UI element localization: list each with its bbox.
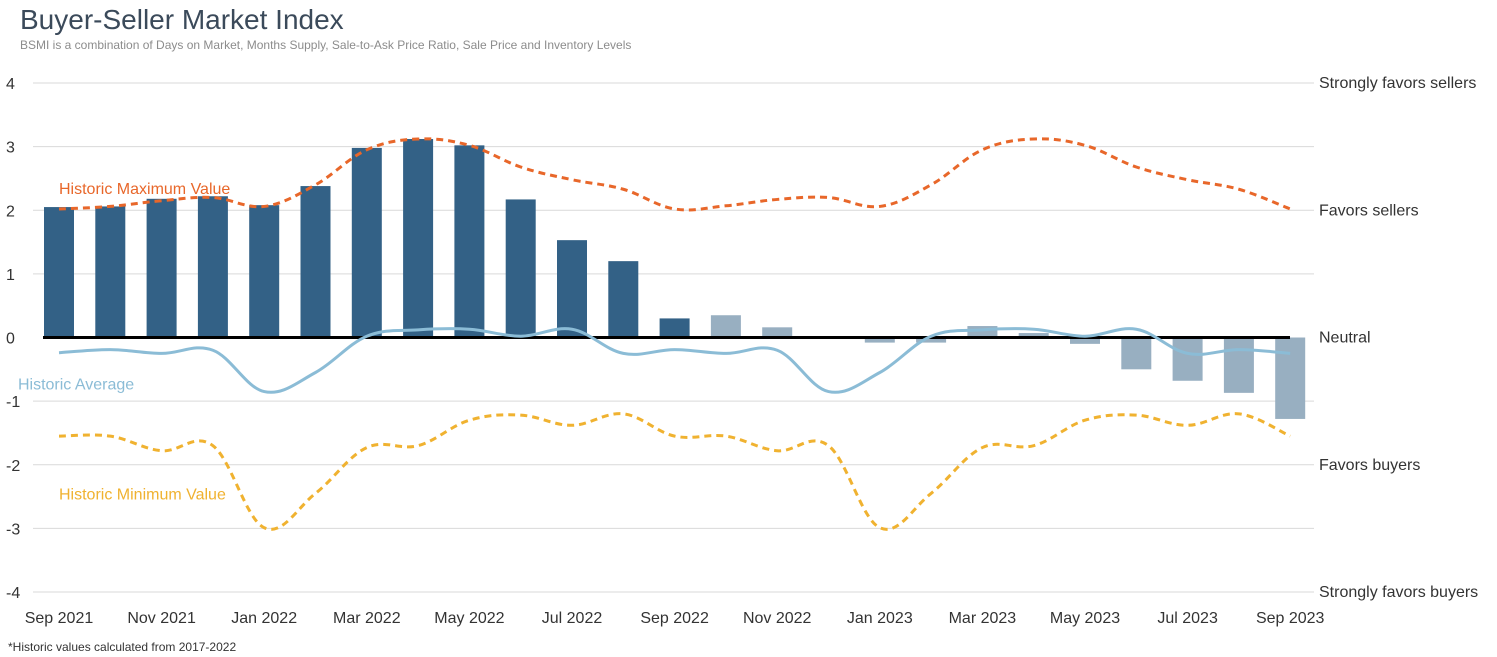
x-tick-label: May 2023: [1050, 610, 1120, 627]
bar: [44, 207, 74, 338]
bar: [916, 337, 947, 343]
bar: [762, 327, 793, 338]
historic-average-line: [58, 327, 1291, 394]
y-tick-label: 1: [6, 267, 15, 284]
zone-label: Favors sellers: [1319, 202, 1419, 219]
bar: [557, 240, 587, 338]
bar: [1172, 337, 1203, 381]
x-tick-label: Jan 2022: [231, 610, 297, 627]
y-tick-label: 4: [6, 76, 15, 93]
y-tick-label: 3: [6, 140, 15, 157]
historic-max-label: Historic Maximum Value: [59, 181, 230, 198]
x-tick-label: Sep 2022: [640, 610, 709, 627]
y-tick-label: 2: [6, 203, 15, 220]
y-tick-label: -3: [6, 521, 20, 538]
y-tick-label: -2: [6, 458, 20, 475]
x-tick-label: Sep 2021: [25, 610, 94, 627]
x-tick-label: Sep 2023: [1256, 610, 1325, 627]
x-tick-label: Jul 2022: [542, 610, 603, 627]
chart-subtitle: BSMI is a combination of Days on Market,…: [20, 38, 632, 52]
historic-max-line: [58, 137, 1291, 212]
historic-average-label: Historic Average: [18, 376, 134, 393]
x-tick-label: Jan 2023: [847, 610, 913, 627]
y-tick-label: 0: [6, 331, 15, 348]
bar: [710, 315, 741, 338]
bar: [1070, 337, 1100, 344]
x-tick-label: Nov 2022: [743, 610, 812, 627]
x-tick-label: Nov 2021: [127, 610, 196, 627]
x-tick-label: Mar 2023: [949, 610, 1017, 627]
bar: [659, 318, 690, 338]
chart-title: Buyer-Seller Market Index: [20, 4, 344, 35]
bar: [864, 337, 895, 343]
bar: [1275, 337, 1306, 419]
zone-label: Neutral: [1319, 330, 1371, 347]
zone-label: Strongly favors buyers: [1319, 584, 1478, 601]
y-tick-label: -4: [6, 585, 20, 602]
zone-label: Strongly favors sellers: [1319, 75, 1476, 92]
bar: [95, 206, 126, 338]
bar: [403, 138, 434, 338]
x-tick-label: Jul 2023: [1157, 610, 1218, 627]
bar: [967, 326, 998, 338]
bar: [505, 199, 536, 338]
bar: [1121, 337, 1152, 370]
bar: [608, 261, 639, 338]
bar: [146, 198, 177, 338]
bar: [454, 145, 485, 338]
y-tick-label: -1: [6, 394, 20, 411]
x-tick-label: May 2022: [434, 610, 504, 627]
historic-min-label: Historic Minimum Value: [59, 486, 226, 503]
historic-min-line: [58, 412, 1291, 531]
bar: [351, 147, 382, 338]
x-tick-label: Mar 2022: [333, 610, 401, 627]
bar: [1018, 333, 1049, 338]
bar: [197, 196, 228, 338]
bar: [249, 205, 280, 338]
bar: [1223, 337, 1254, 393]
footnote: *Historic values calculated from 2017-20…: [8, 640, 237, 654]
bar: [300, 186, 331, 338]
zone-label: Favors buyers: [1319, 457, 1420, 474]
